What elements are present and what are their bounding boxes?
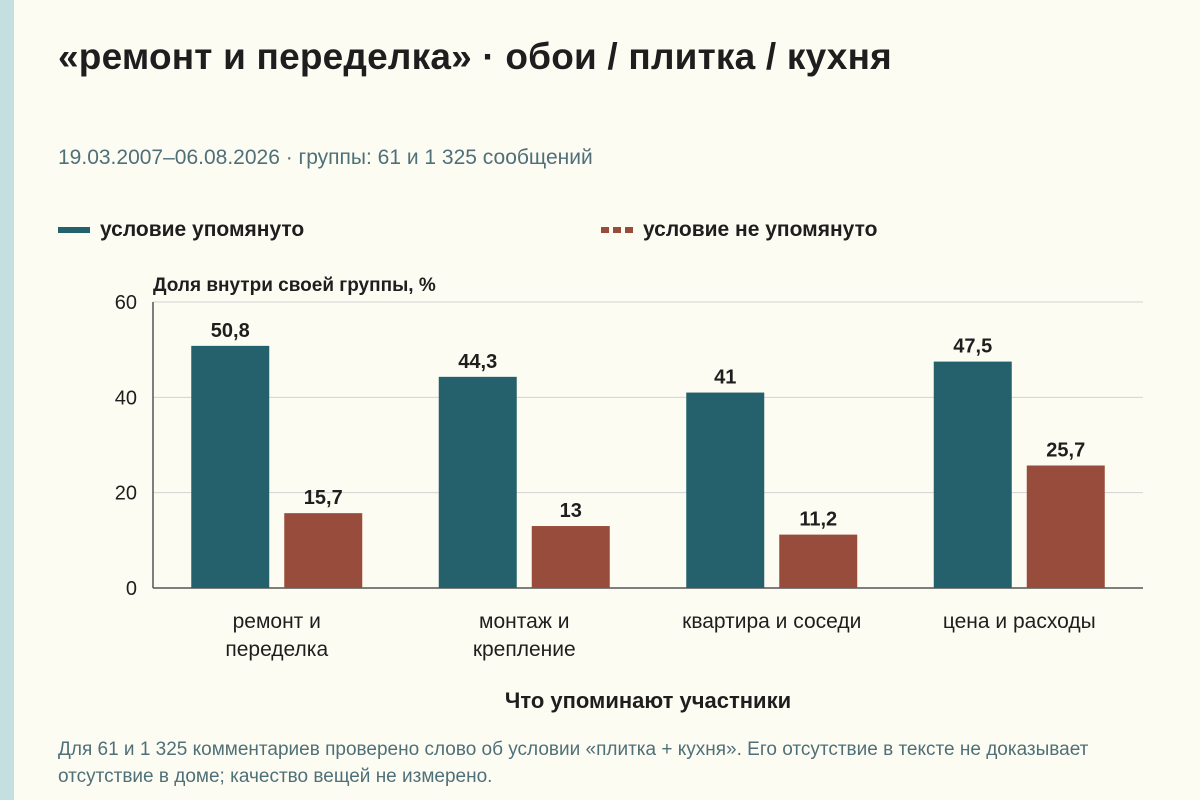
data-label: 11,2 <box>799 509 837 531</box>
page-title: «ремонт и переделка» · обои / плитка / к… <box>58 36 892 77</box>
left-accent-strip <box>0 0 14 800</box>
data-label: 44,3 <box>458 351 497 373</box>
y-tick-label: 0 <box>126 578 137 600</box>
x-tick-label: ремонт и переделка <box>225 610 328 661</box>
legend-swatch-mentioned <box>58 227 90 233</box>
footnote: Для 61 и 1 325 комментариев проверено сл… <box>58 739 1089 787</box>
legend-label-mentioned: условие упомянуто <box>100 218 305 241</box>
x-tick-label: монтаж и крепление <box>473 610 576 661</box>
bar <box>1026 465 1105 588</box>
bar-chart: 0 20 40 60 Доля внутри своей группы, % 50,8 15… <box>115 275 1143 713</box>
x-tick-label-line: переделка <box>225 638 328 661</box>
x-tick-label: квартира и соседи <box>682 610 861 633</box>
x-tick-label-line: монтаж и <box>479 610 569 633</box>
legend-item-not-mentioned: условие не упомянуто <box>601 218 877 242</box>
data-label: 47,5 <box>953 336 992 358</box>
legend-label-not-mentioned: условие не упомянуто <box>643 218 878 241</box>
data-label: 50,8 <box>211 320 250 342</box>
x-axis-title: Что упоминают участники <box>505 688 791 713</box>
bar <box>191 345 270 588</box>
x-tick-label-line: квартира и соседи <box>682 610 861 633</box>
x-tick-label: цена и расходы <box>943 610 1096 633</box>
bar <box>933 361 1012 588</box>
x-tick-label-line: крепление <box>473 638 576 661</box>
bar <box>438 376 517 588</box>
data-label: 13 <box>560 500 582 522</box>
y-tick-label: 40 <box>115 387 137 409</box>
y-axis-title: Доля внутри своей группы, % <box>153 275 436 296</box>
data-label: 15,7 <box>304 487 343 509</box>
x-tick-label-line: ремонт и <box>233 610 321 633</box>
bar <box>686 392 765 588</box>
legend-item-mentioned: условие упомянуто <box>58 218 304 242</box>
y-tick-label: 20 <box>115 483 137 505</box>
data-label: 25,7 <box>1046 439 1085 461</box>
y-tick-label: 60 <box>115 292 137 314</box>
bar <box>779 534 858 588</box>
data-label: 41 <box>714 367 736 389</box>
bar <box>531 526 610 588</box>
bar <box>284 513 363 588</box>
legend-swatch-not-mentioned <box>601 227 633 233</box>
x-tick-label-line: цена и расходы <box>943 610 1096 633</box>
page-subtitle: 19.03.2007–06.08.2026 · группы: 61 и 1 3… <box>58 146 593 169</box>
